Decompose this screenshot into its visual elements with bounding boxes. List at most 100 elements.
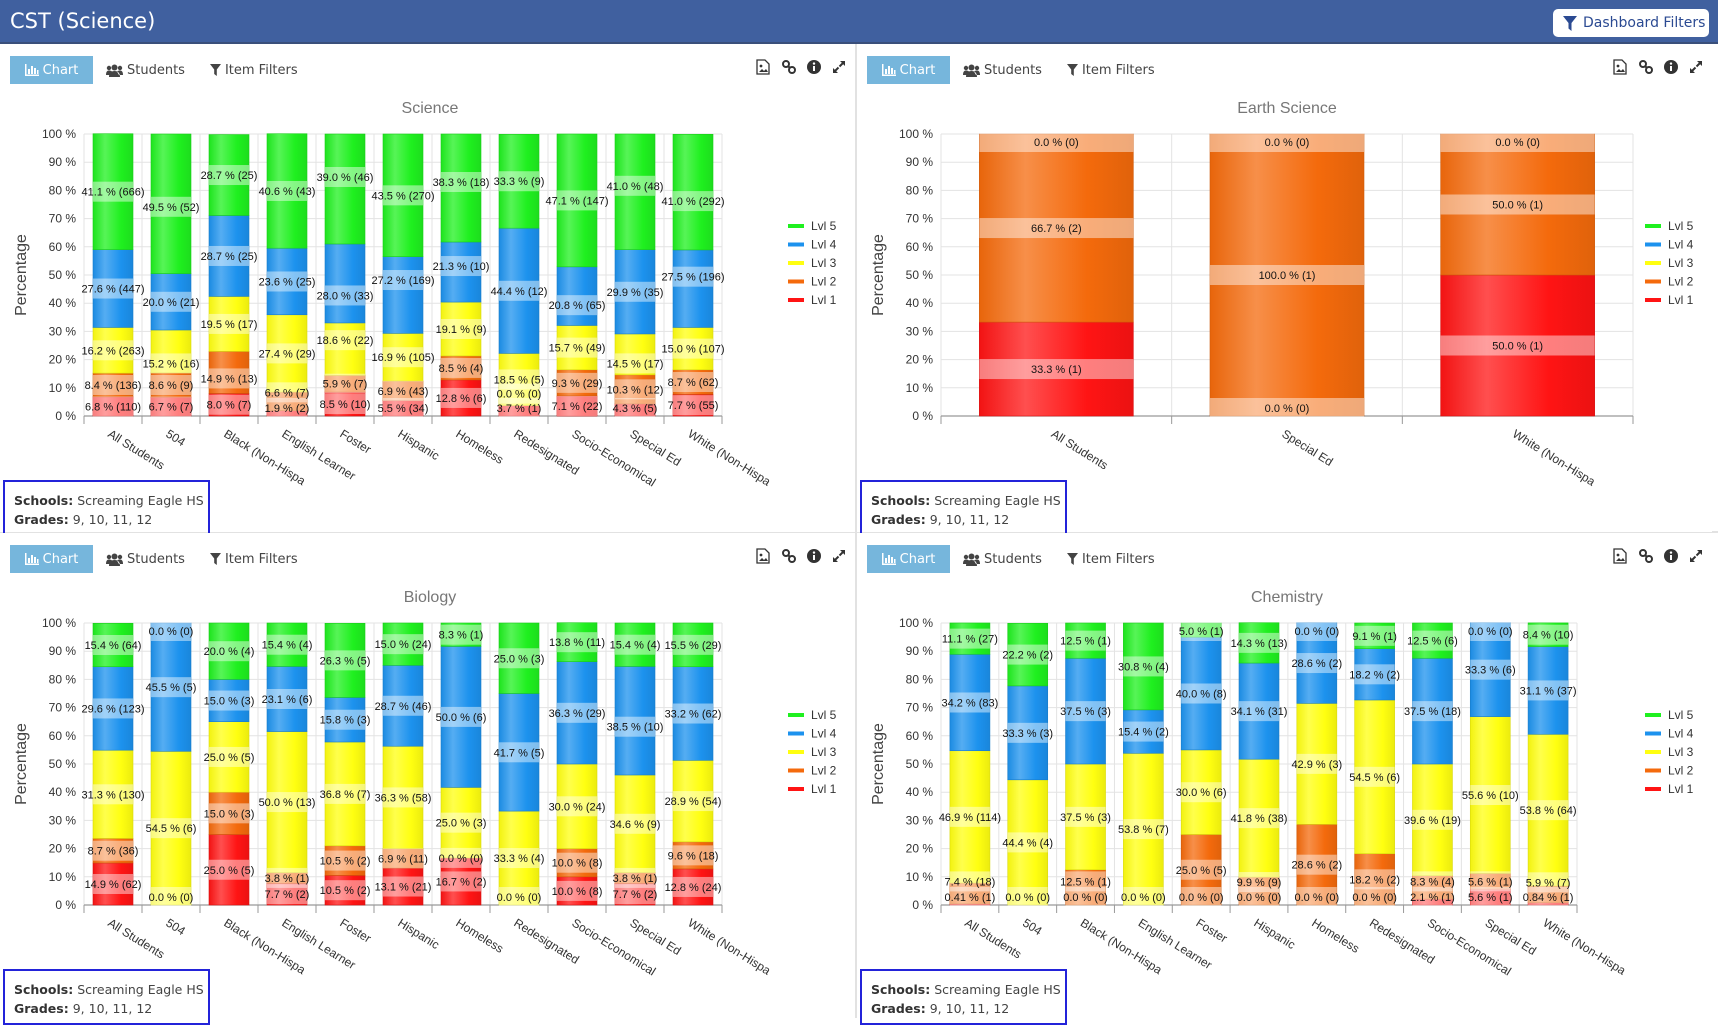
bar-segment-lvl-5[interactable] xyxy=(672,133,714,251)
bar-segment-lvl-2[interactable] xyxy=(208,351,250,394)
bar-segment-lvl-4[interactable] xyxy=(672,666,714,761)
tab-chart[interactable]: Chart xyxy=(10,545,93,573)
bar-segment-lvl-5[interactable] xyxy=(949,622,991,655)
bar-segment-lvl-3[interactable] xyxy=(498,810,540,906)
bar-segment-lvl-4[interactable] xyxy=(266,247,308,316)
bar-segment-lvl-1[interactable] xyxy=(440,379,482,417)
info-icon[interactable] xyxy=(806,59,822,75)
bar-segment-lvl-5[interactable] xyxy=(1354,622,1395,649)
bar-segment-lvl-1[interactable] xyxy=(556,876,598,906)
bar-segment-lvl-1[interactable] xyxy=(324,875,366,906)
bar-segment-lvl-3[interactable] xyxy=(1065,763,1106,871)
bar-segment-lvl-3[interactable] xyxy=(440,301,482,357)
bar-segment-lvl-2[interactable] xyxy=(324,845,366,876)
bar-segment-lvl-4[interactable] xyxy=(440,241,482,303)
legend-item-lvl-1[interactable]: Lvl 1 xyxy=(788,782,837,796)
legend-item-lvl-5[interactable]: Lvl 5 xyxy=(788,219,837,233)
bar-segment-lvl-1[interactable] xyxy=(440,857,482,906)
bar-segment-lvl-3[interactable] xyxy=(1354,699,1395,854)
legend-item-lvl-4[interactable]: Lvl 4 xyxy=(1645,727,1694,741)
bar-segment-lvl-4[interactable] xyxy=(498,227,540,354)
bar-segment-lvl-5[interactable] xyxy=(556,622,598,662)
bar-segment-lvl-3[interactable] xyxy=(614,333,656,376)
bar-segment-lvl-1[interactable] xyxy=(208,834,250,906)
tab-item-filters[interactable]: Item Filters xyxy=(1057,56,1165,84)
bar-segment-lvl-3[interactable] xyxy=(150,751,192,906)
bar-segment-lvl-5[interactable] xyxy=(324,133,366,245)
bar-segment-lvl-4[interactable] xyxy=(949,653,991,752)
bar-segment-lvl-5[interactable] xyxy=(614,133,656,250)
link-icon[interactable] xyxy=(1638,548,1654,564)
bar-segment-lvl-2[interactable] xyxy=(1354,853,1395,906)
bar-segment-lvl-5[interactable] xyxy=(1065,622,1106,659)
tab-students[interactable]: Students xyxy=(953,545,1052,573)
legend-item-lvl-3[interactable]: Lvl 3 xyxy=(1645,745,1694,759)
bar-segment-lvl-3[interactable] xyxy=(266,314,308,393)
legend-item-lvl-5[interactable]: Lvl 5 xyxy=(1645,708,1694,722)
bar-segment-lvl-4[interactable] xyxy=(1296,622,1338,704)
bar-segment-lvl-5[interactable] xyxy=(382,133,424,257)
bar-segment-lvl-3[interactable] xyxy=(556,325,598,371)
bar-segment-lvl-3[interactable] xyxy=(1412,763,1453,876)
legend-item-lvl-1[interactable]: Lvl 1 xyxy=(1645,293,1694,307)
bar-segment-lvl-3[interactable] xyxy=(208,296,250,352)
bar-segment-lvl-2[interactable] xyxy=(208,791,250,835)
legend-item-lvl-4[interactable]: Lvl 4 xyxy=(788,238,837,252)
bar-segment-lvl-5[interactable] xyxy=(1238,622,1280,664)
bar-segment-lvl-4[interactable] xyxy=(556,266,598,326)
bar-segment-lvl-4[interactable] xyxy=(324,697,366,743)
link-icon[interactable] xyxy=(1638,59,1654,75)
bar-segment-lvl-2[interactable] xyxy=(1238,876,1280,906)
bar-segment-lvl-4[interactable] xyxy=(150,622,192,752)
legend-item-lvl-1[interactable]: Lvl 1 xyxy=(1645,782,1694,796)
expand-icon[interactable] xyxy=(831,548,847,564)
bar-segment-lvl-3[interactable] xyxy=(1007,779,1049,906)
bar-segment-lvl-5[interactable] xyxy=(208,622,250,680)
bar-segment-lvl-5[interactable] xyxy=(440,133,482,243)
legend-item-lvl-4[interactable]: Lvl 4 xyxy=(788,727,837,741)
tab-item-filters[interactable]: Item Filters xyxy=(200,56,308,84)
expand-icon[interactable] xyxy=(1688,548,1704,564)
bar-segment-lvl-5[interactable] xyxy=(1180,622,1222,638)
bar-segment-lvl-4[interactable] xyxy=(1354,648,1395,701)
bar-segment-lvl-5[interactable] xyxy=(498,133,540,229)
bar-segment-lvl-2[interactable] xyxy=(979,133,1134,323)
dashboard-filters-button[interactable]: Dashboard Filters xyxy=(1553,9,1709,37)
bar-segment-lvl-5[interactable] xyxy=(614,622,656,667)
bar-segment-lvl-1[interactable] xyxy=(1440,274,1595,417)
bar-segment-lvl-3[interactable] xyxy=(1469,716,1511,874)
bar-segment-lvl-5[interactable] xyxy=(1412,622,1453,659)
tab-chart[interactable]: Chart xyxy=(10,56,93,84)
bar-segment-lvl-4[interactable] xyxy=(382,665,424,747)
bar-segment-lvl-5[interactable] xyxy=(208,134,250,216)
legend-item-lvl-3[interactable]: Lvl 3 xyxy=(788,256,837,270)
bar-segment-lvl-4[interactable] xyxy=(1238,662,1280,760)
bar-segment-lvl-3[interactable] xyxy=(1180,749,1222,835)
bar-segment-lvl-5[interactable] xyxy=(440,622,482,647)
image-export-icon[interactable] xyxy=(756,59,772,75)
bar-segment-lvl-5[interactable] xyxy=(266,622,308,667)
image-export-icon[interactable] xyxy=(1613,59,1629,75)
legend-item-lvl-4[interactable]: Lvl 4 xyxy=(1645,238,1694,252)
legend-item-lvl-3[interactable]: Lvl 3 xyxy=(1645,256,1694,270)
bar-segment-lvl-4[interactable] xyxy=(324,243,366,324)
bar-segment-lvl-4[interactable] xyxy=(672,249,714,328)
bar-segment-lvl-2[interactable] xyxy=(92,838,134,864)
bar-segment-lvl-4[interactable] xyxy=(208,679,250,722)
bar-segment-lvl-4[interactable] xyxy=(1007,685,1049,781)
bar-segment-lvl-5[interactable] xyxy=(556,133,598,268)
bar-segment-lvl-4[interactable] xyxy=(1469,622,1511,717)
bar-segment-lvl-3[interactable] xyxy=(324,741,366,847)
bar-segment-lvl-3[interactable] xyxy=(92,327,134,374)
image-export-icon[interactable] xyxy=(1613,548,1629,564)
bar-segment-lvl-2[interactable] xyxy=(1440,133,1595,276)
expand-icon[interactable] xyxy=(1688,59,1704,75)
bar-segment-lvl-4[interactable] xyxy=(498,693,540,812)
bar-segment-lvl-1[interactable] xyxy=(92,862,134,906)
bar-segment-lvl-4[interactable] xyxy=(1065,657,1106,765)
bar-segment-lvl-3[interactable] xyxy=(208,721,250,793)
bar-segment-lvl-4[interactable] xyxy=(382,256,424,334)
bar-segment-lvl-3[interactable] xyxy=(440,787,482,859)
bar-segment-lvl-1[interactable] xyxy=(672,868,714,906)
bar-segment-lvl-2[interactable] xyxy=(150,372,192,398)
